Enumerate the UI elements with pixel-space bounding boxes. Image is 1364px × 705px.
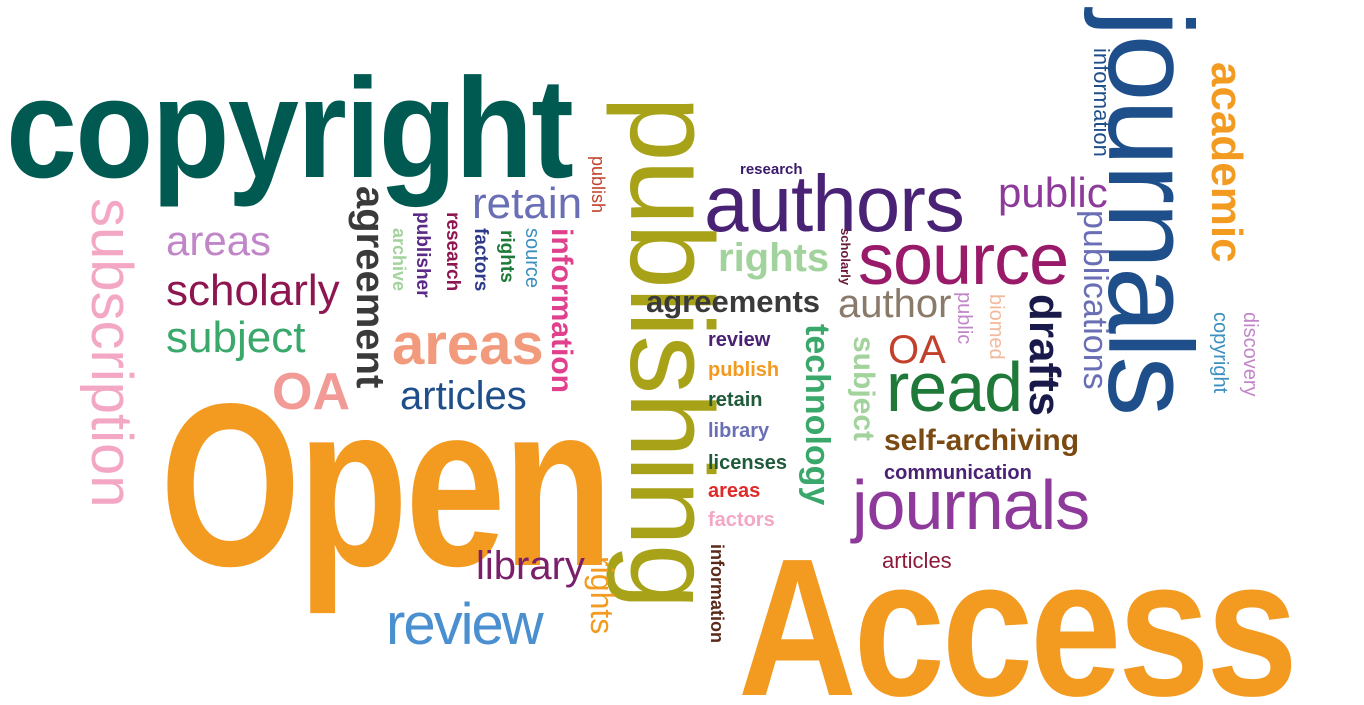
word-areas-3: areas — [708, 480, 761, 502]
word-public-2: public — [953, 292, 975, 345]
word-information-1: information — [545, 228, 578, 393]
word-journals-1: journals — [852, 466, 1090, 544]
word-rights-2: rights — [584, 556, 620, 635]
word-articles-1: articles — [400, 374, 527, 418]
word-factors-1: factors — [470, 228, 491, 292]
word-articles-2: articles — [882, 548, 952, 573]
word-source-1: source — [521, 228, 543, 289]
word-archive: archive — [389, 228, 409, 292]
word-copyright-2: copyright — [1209, 312, 1231, 394]
word-scholarly-2: scholarly — [838, 228, 853, 286]
word-author: author — [838, 282, 952, 326]
word-subscription: subscription — [79, 198, 144, 508]
word-areas-2: areas — [392, 312, 544, 377]
word-authors: authors — [704, 159, 965, 248]
word-library-2: library — [708, 420, 770, 442]
word-research-2: research — [740, 161, 803, 178]
word-access: Access — [738, 518, 1298, 705]
word-retain-1: retain — [472, 179, 583, 228]
word-factors-2: factors — [708, 509, 775, 531]
word-oa-1: OA — [272, 363, 350, 421]
word-oa-2: OA — [888, 328, 946, 372]
word-agreement: agreement — [348, 186, 392, 389]
word-licenses: licenses — [708, 452, 787, 474]
word-retain-2: retain — [708, 389, 763, 411]
word-review-1: review — [386, 592, 544, 657]
word-research-1: research — [442, 212, 463, 292]
word-rights-1: rights — [496, 230, 517, 283]
word-journals-2: journals — [1083, 10, 1217, 415]
word-drafts: drafts — [1020, 294, 1069, 417]
word-rights-3: rights — [718, 236, 830, 280]
word-academic: academic — [1202, 62, 1251, 263]
word-self-archiving: self-archiving — [884, 424, 1080, 457]
word-subject-2: subject — [847, 336, 880, 442]
word-information-2: information — [707, 544, 727, 643]
word-technology: technology — [798, 324, 836, 506]
word-areas-1: areas — [166, 217, 272, 264]
word-public-1: public — [998, 169, 1108, 216]
word-agreements: agreements — [646, 284, 821, 319]
word-copyright: copyright — [6, 49, 574, 208]
word-communication: communication — [884, 462, 1032, 484]
word-publisher: publisher — [412, 212, 433, 298]
word-review-2: review — [708, 329, 771, 351]
word-open: Open — [160, 356, 613, 615]
word-publish-2: publish — [708, 359, 780, 381]
word-source-2: source — [858, 220, 1069, 300]
word-read: read — [886, 348, 1023, 426]
word-discovery: discovery — [1239, 312, 1261, 397]
word-scholarly-1: scholarly — [166, 266, 340, 315]
word-library-1: library — [476, 544, 585, 588]
word-subject-1: subject — [166, 313, 306, 362]
